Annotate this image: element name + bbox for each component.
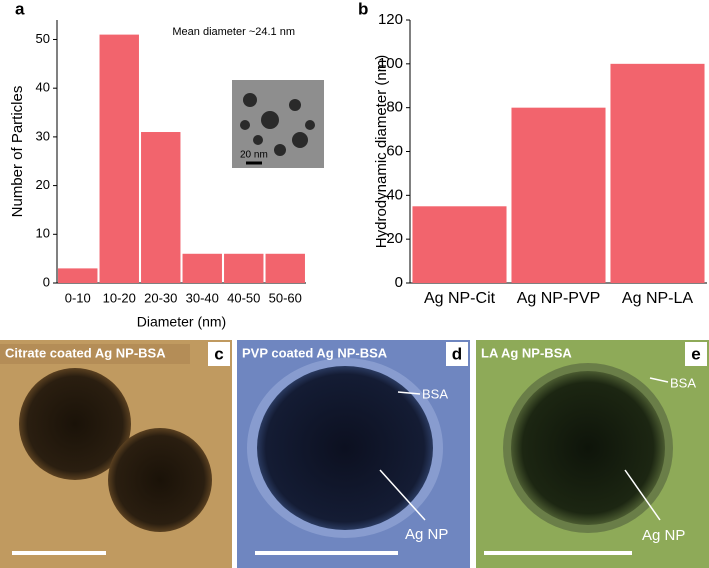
y-tick-label: 50 bbox=[36, 31, 50, 46]
particle bbox=[511, 371, 665, 525]
bar bbox=[182, 253, 222, 283]
annotation: Ag NP bbox=[642, 527, 685, 544]
bar bbox=[610, 63, 705, 284]
label-box bbox=[446, 342, 468, 366]
x-tick-label: 40-50 bbox=[227, 290, 260, 305]
y-tick-label: 60 bbox=[386, 142, 403, 159]
bar bbox=[141, 132, 181, 283]
panel-label: b bbox=[358, 0, 368, 18]
bar bbox=[511, 107, 606, 284]
x-tick-label: 30-40 bbox=[186, 290, 219, 305]
bar bbox=[265, 253, 305, 283]
arrow bbox=[397, 391, 421, 395]
image-caption: Citrate coated Ag NP-BSA bbox=[5, 345, 166, 360]
inset-particle bbox=[289, 99, 301, 111]
y-tick-label: 20 bbox=[36, 177, 50, 192]
annotation: Mean diameter ~24.1 nm bbox=[172, 26, 295, 38]
arrow bbox=[379, 469, 426, 521]
image-panel-c: Citrate coated Ag NP-BSA c bbox=[0, 340, 232, 568]
label-box bbox=[685, 342, 707, 366]
x-tick-label: Ag NP-PVP bbox=[517, 290, 601, 307]
inset-particle bbox=[243, 93, 257, 107]
inset-particle bbox=[305, 120, 315, 130]
y-tick-label: 0 bbox=[395, 274, 403, 291]
y-tick-label: 120 bbox=[378, 11, 403, 28]
bar bbox=[99, 34, 139, 283]
panel-label: c bbox=[214, 344, 223, 363]
inset-particle bbox=[292, 132, 308, 148]
arrow bbox=[624, 469, 661, 521]
x-tick-label: 20-30 bbox=[144, 290, 177, 305]
inset-particle bbox=[253, 135, 263, 145]
y-tick-label: 80 bbox=[386, 99, 403, 116]
bar bbox=[224, 253, 264, 283]
y-tick-label: 40 bbox=[36, 80, 50, 95]
y-axis-label: Number of Particles bbox=[9, 86, 26, 218]
image-caption: PVP coated Ag NP-BSA bbox=[242, 345, 388, 360]
x-tick-label: 10-20 bbox=[103, 290, 136, 305]
arrow bbox=[649, 377, 669, 383]
x-tick-label: Ag NP-LA bbox=[622, 290, 693, 307]
panel-label: d bbox=[452, 344, 462, 363]
particle bbox=[257, 366, 433, 530]
caption-bg bbox=[0, 344, 190, 364]
y-tick-label: 10 bbox=[36, 226, 50, 241]
image-caption: LA Ag NP-BSA bbox=[481, 345, 572, 360]
annotation: BSA bbox=[670, 375, 696, 390]
image-panel-e: LA Ag NP-BSA e BSA Ag NP bbox=[476, 340, 709, 568]
y-tick-label: 100 bbox=[378, 55, 403, 72]
inset-particle bbox=[240, 120, 250, 130]
inset-label: 20 nm bbox=[240, 150, 268, 161]
inset-particle bbox=[261, 111, 279, 129]
x-axis-label: Diameter (nm) bbox=[137, 314, 226, 330]
y-axis-label: Hydrodynamic diameter (nm) bbox=[373, 55, 390, 248]
image-panel-d: PVP coated Ag NP-BSA d BSA Ag NP bbox=[237, 340, 470, 568]
x-tick-label: 0-10 bbox=[65, 290, 91, 305]
panel-label: a bbox=[15, 0, 25, 18]
y-tick-label: 40 bbox=[386, 186, 403, 203]
bar bbox=[412, 206, 507, 283]
y-tick-label: 20 bbox=[386, 230, 403, 247]
particle bbox=[108, 428, 212, 532]
x-tick-label: 50-60 bbox=[269, 290, 302, 305]
inset-particle bbox=[274, 144, 286, 156]
x-tick-label: Ag NP-Cit bbox=[424, 290, 496, 307]
particle bbox=[19, 368, 131, 480]
y-tick-label: 30 bbox=[36, 128, 50, 143]
annotation: Ag NP bbox=[405, 526, 448, 543]
label-box bbox=[208, 342, 230, 366]
annotation: BSA bbox=[422, 386, 448, 401]
panel-label: e bbox=[691, 344, 700, 363]
bar bbox=[58, 268, 98, 283]
y-tick-label: 0 bbox=[43, 274, 50, 289]
